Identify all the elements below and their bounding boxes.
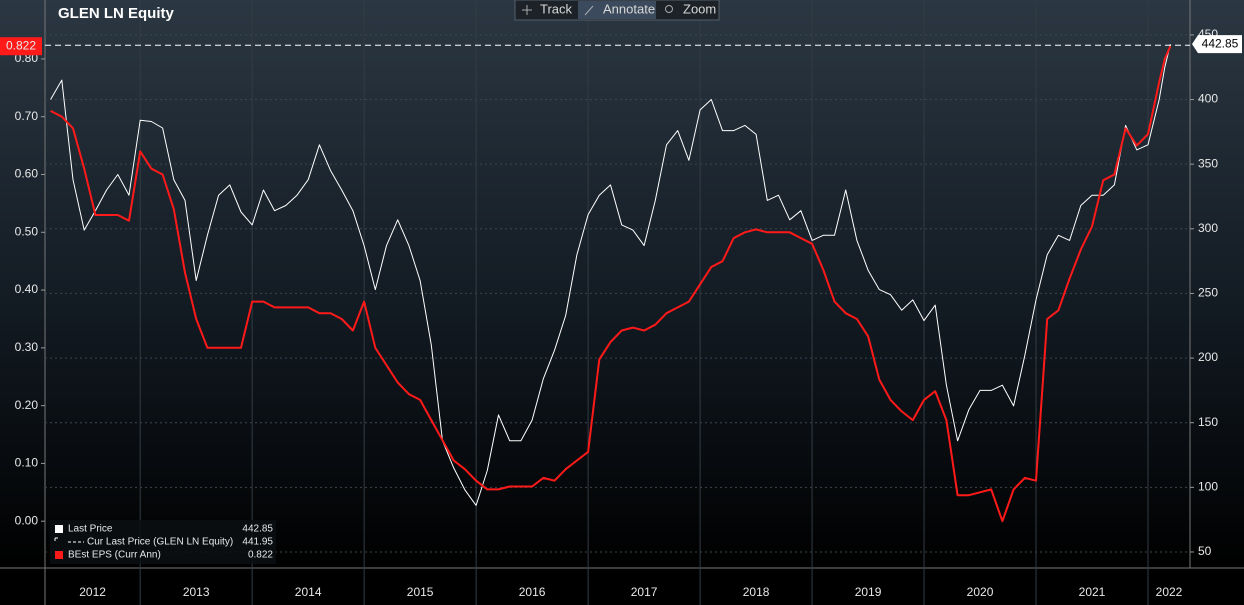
track-button[interactable]: Track (522, 1, 573, 16)
y-tick-label: 0.30 (15, 340, 39, 354)
y2-tick-label: 300 (1198, 221, 1218, 235)
legend-label: Last Price (68, 524, 113, 535)
annotate-icon (584, 5, 594, 16)
x-tick-label: 2016 (519, 585, 546, 599)
last-value-label: 0.822 (6, 38, 36, 52)
x-tick-label: 2017 (631, 585, 658, 599)
legend: Last Price 442.85 Cur Last Price (GLEN L… (50, 520, 276, 564)
annotate-button[interactable]: Annotate (584, 1, 655, 16)
x-tick-label: 2021 (1079, 585, 1106, 599)
x-tick-label: 2014 (295, 585, 322, 599)
toolbar-button[interactable]: Annotate (603, 1, 655, 16)
chart-title: GLEN LN Equity (58, 5, 174, 22)
x-tick-label: 2013 (183, 585, 210, 599)
y-tick-label: 0.20 (15, 398, 39, 412)
y2-tick-label: 100 (1198, 480, 1218, 494)
y-tick-label: 0.10 (15, 456, 39, 470)
y2-tick-label: 50 (1198, 544, 1212, 558)
toolbar: Track Annotate Zoom (514, 0, 720, 21)
legend-value: 0.822 (248, 550, 273, 561)
series-line (50, 45, 1172, 523)
y-tick-label: 0.60 (15, 167, 39, 181)
y-tick-label: 0.00 (15, 513, 39, 527)
legend-swatch (55, 525, 63, 533)
last-value-flag (0, 37, 42, 56)
y-tick-label: 0.70 (15, 109, 39, 123)
x-tick-label: 2019 (855, 585, 882, 599)
y2-tick-label: 200 (1198, 350, 1218, 364)
x-axis-strip (0, 568, 1244, 605)
series-line (50, 43, 1171, 506)
y-tick-label: 0.50 (15, 224, 39, 238)
x-tick-label: 2012 (79, 585, 106, 599)
x-tick-label: 2015 (407, 585, 434, 599)
y2-tick-label: 350 (1198, 156, 1218, 170)
last-value-flag (1192, 35, 1242, 54)
y-tick-label: 0.40 (15, 282, 39, 296)
zoom-button[interactable]: Zoom (665, 1, 717, 16)
y2-tick-label: 250 (1198, 286, 1218, 300)
track-icon (522, 5, 532, 15)
toolbar-button[interactable]: Zoom (683, 1, 716, 16)
legend-box (50, 520, 276, 564)
toolbar-active (578, 1, 656, 19)
legend-label: Cur Last Price (GLEN LN Equity) (87, 537, 233, 548)
x-tick-label: 2020 (967, 585, 994, 599)
y2-tick-label: 150 (1198, 415, 1218, 429)
y2-tick-label: 400 (1198, 92, 1218, 106)
legend-value: 441.95 (242, 537, 273, 548)
legend-value: 442.85 (242, 524, 273, 535)
x-tick-label: 2018 (743, 585, 770, 599)
plot-background (0, 0, 1244, 568)
zoom-icon (665, 5, 673, 13)
legend-swatch (54, 537, 84, 543)
toolbar-button[interactable]: Track (540, 1, 573, 16)
x-tick-label: 2022 (1156, 585, 1183, 599)
last-value-label: 442.85 (1202, 36, 1239, 50)
legend-label: BEst EPS (Curr Ann) (68, 550, 161, 561)
legend-swatch (55, 551, 63, 559)
